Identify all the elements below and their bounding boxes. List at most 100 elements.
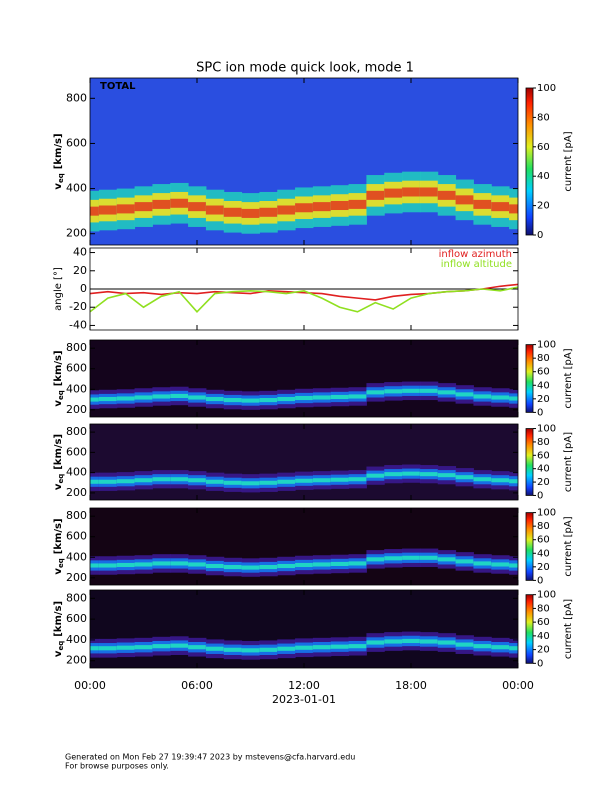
spectrum-band [205,479,225,484]
spectrum-band [116,645,136,650]
spectrum-band [277,479,296,484]
spectrum-band [90,563,100,568]
x-tick-label: 06:00 [181,679,213,692]
spectrum-band [384,556,403,561]
footer: For browse purposes only. [65,762,169,771]
colorbar-tick-label: 60 [537,367,550,378]
spectrum-band [277,396,296,402]
colorbar [525,87,534,236]
spectrum-band [509,563,518,568]
spectrum-band [188,202,207,212]
y-tick-label: 800 [66,591,87,604]
spectrum-band [437,557,457,562]
legend-entry: inflow altitude [441,259,512,270]
spectrum-band [205,205,225,215]
spectrum-band [152,199,171,209]
spectrum-band [152,561,171,566]
spectrum-band [90,206,100,216]
colorbar-tick-label: 0 [537,230,543,241]
spectrum-band [348,477,367,482]
y-tick-label: 0 [80,282,87,295]
colorbar-tick-label: 40 [537,631,550,642]
colorbar [525,344,534,413]
spectrum-band [491,202,510,212]
spectrum-band [491,395,510,400]
spectrum-band [491,562,510,567]
spectrum-band [437,473,457,478]
y-tick-label: 800 [66,509,87,522]
spectrum-band [419,187,439,197]
y-tick-label: 200 [66,571,87,584]
spectrum-band [330,561,350,567]
spectrum-band [205,563,225,569]
colorbar-tick-label: 40 [537,548,550,559]
spectrum-band [402,471,421,476]
spectrum-band [98,205,118,215]
colorbar-tick-label: 40 [537,171,550,182]
spectrum-band [455,642,474,647]
y-tick-label: 600 [66,612,87,625]
spectrum-band [330,394,350,400]
spectrum-band [188,645,207,650]
colorbar-label: current [pA] [563,131,574,191]
colorbar-tick-label: 0 [537,575,543,586]
colorbar [525,594,534,664]
spectrum-band [259,207,278,217]
colorbar-tick-label: 80 [537,437,550,448]
x-axis-label: 2023-01-01 [272,693,336,706]
y-label-main: v [53,568,64,575]
spectrum-band [223,207,243,217]
colorbar-tick-label: 100 [537,340,556,351]
y-label-unit: [km/s] [53,133,64,169]
spectrum-band [330,477,350,482]
spectrum-band [509,646,518,651]
spectrum-band [205,646,225,651]
colorbar-tick-label: 80 [537,603,550,614]
spectrum-band [384,472,403,477]
spectrum-band [402,638,421,644]
angle-line [90,286,518,313]
spectrum-band [312,202,332,212]
y-tick-label: 600 [66,530,87,543]
y-tick-label: 400 [66,466,87,479]
spectrum-band [134,645,153,650]
spectrum-band [90,479,100,484]
y-tick-label: 400 [66,382,87,395]
spectrum-band [473,477,492,482]
spectrum-band [473,394,492,399]
colorbar-label: current [pA] [563,432,574,492]
spectrum-band [509,479,518,484]
y-label-sub: eq [57,558,65,568]
spectrum-band [90,397,100,402]
colorbar-tick-label: 60 [537,617,550,628]
y-tick-label: 800 [66,341,87,354]
y-tick-label: 800 [66,91,87,104]
spectrum-band [188,395,207,400]
spectrum-band [134,478,153,483]
spectrum-band [402,388,421,393]
spectrum-band [402,187,421,197]
spectrum-band [384,389,403,394]
spectrum-band [455,195,474,205]
spectrum-band [188,562,207,567]
y-axis-label: angle [°] [53,267,64,311]
spectrum-band [366,390,385,395]
spectrum-band [116,479,136,484]
spectrum-band [259,398,278,403]
spectrum-band [241,208,260,218]
colorbar-tick-label: 0 [537,658,543,669]
spectrum-band [90,646,100,651]
spectrum-band [259,564,278,570]
spectrum-band [223,480,243,485]
y-axis-label: veq [km/s] [53,518,65,574]
spectrum-band [437,640,457,645]
spectrum-band [241,565,260,570]
y-tick-label: 600 [66,136,87,149]
colorbar [525,512,534,581]
spectrum-band [473,561,492,566]
y-axis-label: veq [km/s] [53,434,65,490]
spectrum-band [277,205,296,215]
spectrum-band [223,647,243,652]
colorbar-tick-label: 0 [537,490,543,501]
colorbar-tick-label: 100 [537,590,556,601]
